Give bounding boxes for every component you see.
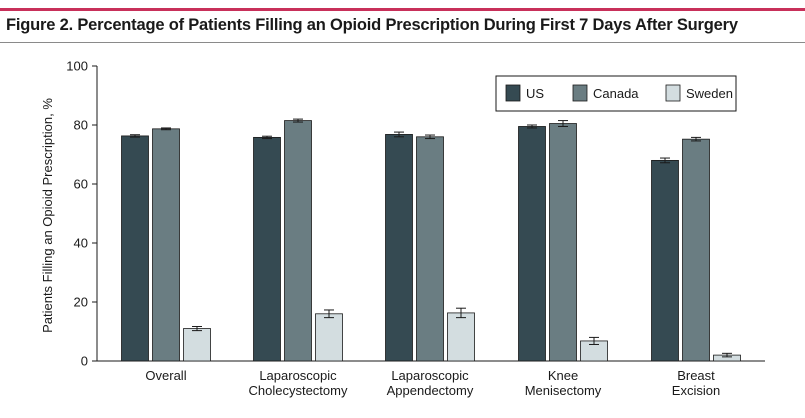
title-accent-rule <box>0 8 805 11</box>
bar-canada-0 <box>152 128 180 362</box>
x-category-label: Overall <box>145 368 186 383</box>
x-category-label: Cholecystectomy <box>249 383 348 398</box>
bar-sweden-0 <box>183 328 211 362</box>
x-category-label: Breast <box>677 368 715 383</box>
x-category-label: Knee <box>548 368 578 383</box>
y-tick-label: 100 <box>66 59 88 74</box>
bar-canada-1 <box>284 120 312 362</box>
legend-label-sweden: Sweden <box>686 86 733 101</box>
bar-canada-3 <box>549 123 577 362</box>
bar-us-2 <box>385 134 413 362</box>
x-category-label: Laparoscopic <box>259 368 337 383</box>
bar-us-4 <box>651 159 679 362</box>
legend-swatch-canada <box>572 84 588 102</box>
x-category-label: Menisectomy <box>525 383 602 398</box>
y-tick-label: 60 <box>74 177 88 192</box>
bar-sweden-2 <box>447 312 475 362</box>
x-category-label: Laparoscopic <box>391 368 469 383</box>
title-divider <box>0 42 805 43</box>
y-tick-label: 20 <box>74 295 88 310</box>
legend-label-us: US <box>526 86 544 101</box>
y-tick-label: 40 <box>74 236 88 251</box>
legend-label-canada: Canada <box>593 86 639 101</box>
legend-swatch-sweden <box>665 84 681 102</box>
bar-us-0 <box>121 135 149 362</box>
legend-swatch-us <box>505 84 521 102</box>
legend-box <box>495 75 737 112</box>
bar-canada-2 <box>416 136 444 362</box>
bar-us-1 <box>253 136 281 362</box>
y-tick-label: 80 <box>74 118 88 133</box>
bar-sweden-1 <box>315 313 343 362</box>
bar-canada-4 <box>682 138 710 362</box>
bar-us-3 <box>518 126 546 362</box>
x-category-label: Appendectomy <box>387 383 474 398</box>
y-tick-label: 0 <box>81 354 88 369</box>
figure-title: Figure 2. Percentage of Patients Filling… <box>6 16 738 34</box>
x-category-label: Excision <box>672 383 720 398</box>
y-axis-label: Patients Filling an Opioid Prescription,… <box>40 98 55 333</box>
